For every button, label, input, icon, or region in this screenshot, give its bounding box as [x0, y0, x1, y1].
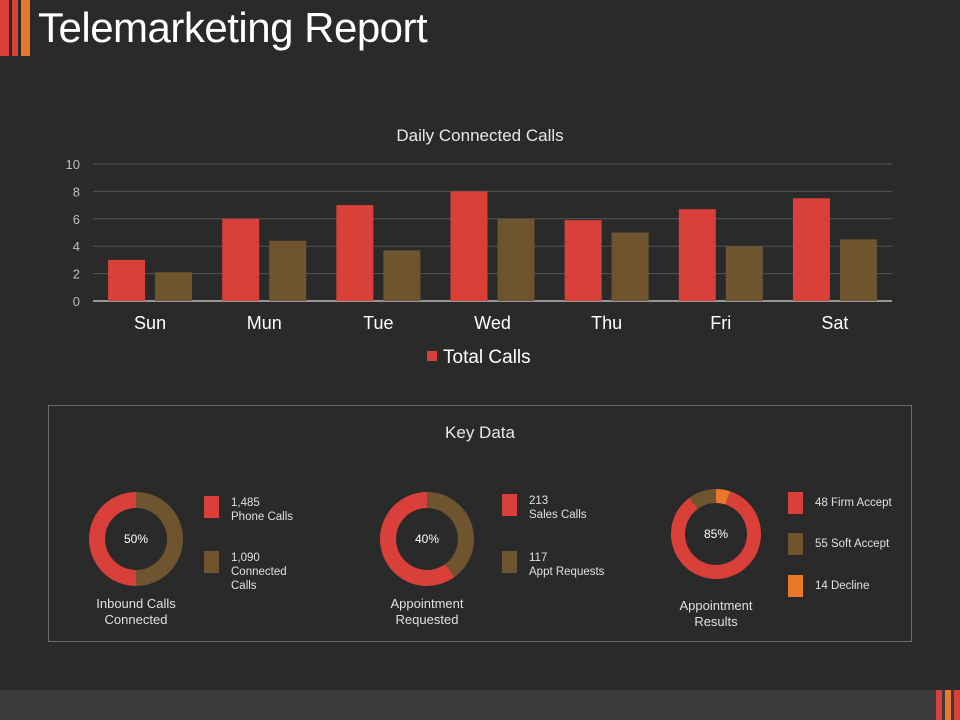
bar-total-calls	[108, 259, 146, 301]
donut-center-label: 40%	[415, 532, 439, 546]
footer-accent-bars	[936, 690, 960, 720]
donut-center-label: 85%	[704, 527, 728, 541]
legend-swatch	[788, 575, 803, 597]
donut-chart: 50%	[88, 492, 184, 586]
chart-title: Daily Connected Calls	[396, 126, 563, 145]
bar-connected-calls	[725, 246, 763, 301]
key-legend-item: 117 Appt Requests	[502, 551, 604, 579]
y-tick-label: 8	[73, 184, 80, 199]
key-legend-item: 1,485 Phone Calls	[204, 496, 293, 524]
accent-bar	[945, 690, 951, 720]
bar-total-calls	[450, 191, 488, 301]
legend-text-line: Connected	[231, 566, 287, 578]
legend-text: 213 Sales Calls	[529, 494, 587, 522]
donut-segment	[380, 492, 455, 586]
bar-connected-calls	[155, 272, 193, 301]
daily-calls-chart: Daily Connected Calls 0 2 4 6 8 10 Sun Mun Tue Wed…	[66, 126, 892, 368]
accent-bar	[12, 0, 18, 56]
accent-bar	[954, 690, 960, 720]
donut-segment	[689, 489, 716, 509]
legend-swatch	[788, 533, 803, 555]
legend-text-line: 1,485	[231, 497, 260, 509]
legend-label: Total Calls	[443, 347, 531, 368]
legend-text-line: 48 Firm Accept	[815, 497, 892, 509]
accent-bar	[21, 0, 30, 56]
accent-bar	[936, 690, 942, 720]
legend-text: 1,485 Phone Calls	[231, 496, 293, 524]
donut-caption-line: Inbound Calls	[96, 596, 176, 611]
key-legend-item: 55 Soft Accept	[788, 533, 889, 555]
header-accent-bars	[0, 0, 32, 56]
y-tick-label: 0	[73, 294, 80, 309]
legend-text-line: Phone Calls	[231, 511, 294, 523]
legend-text: 48 Firm Accept	[815, 496, 892, 510]
donut-segment	[716, 489, 730, 505]
legend-swatch	[204, 551, 219, 573]
y-tick-label: 2	[73, 267, 80, 282]
key-data-title: Key Data	[445, 423, 515, 442]
legend-text-line: Sales Calls	[529, 509, 587, 521]
donut-chart: 40%	[380, 492, 474, 586]
donut-chart: 85%	[671, 489, 761, 579]
key-legend-item: 1,090 Connected Calls	[204, 551, 287, 593]
donut-segment	[427, 492, 474, 578]
donut-caption-line: Requested	[395, 612, 459, 627]
donut-caption: Appointment Requested	[357, 596, 497, 628]
page-title: Telemarketing Report	[38, 4, 428, 51]
x-tick-label: Sun	[134, 313, 166, 333]
legend-text-line: 117	[529, 552, 548, 564]
x-tick-label: Sat	[821, 313, 848, 333]
y-tick-label: 6	[73, 212, 80, 227]
donut-caption-line: Appointment	[390, 596, 464, 611]
bar-total-calls	[222, 218, 260, 301]
accent-bar	[0, 0, 9, 56]
legend-text-line: 55 Soft Accept	[815, 538, 890, 550]
x-tick-label: Fri	[710, 313, 731, 333]
donut-segment	[88, 492, 136, 586]
x-tick-label: Wed	[474, 313, 511, 333]
legend-text-line: Appt Requests	[529, 566, 605, 578]
bar-connected-calls	[383, 250, 421, 301]
x-tick-label: Thu	[591, 313, 622, 333]
legend-text-line: Calls	[231, 580, 257, 592]
legend-swatch	[788, 492, 803, 514]
bar-connected-calls	[269, 240, 307, 301]
y-tick-label: 10	[66, 157, 80, 172]
bar-total-calls	[792, 198, 830, 301]
legend-text: 1,090 Connected Calls	[231, 551, 287, 593]
bar-connected-calls	[497, 218, 535, 301]
y-tick-label: 4	[73, 239, 80, 254]
bar-total-calls	[564, 220, 602, 301]
donut-center-label: 50%	[124, 532, 148, 546]
legend-swatch	[502, 551, 517, 573]
legend-swatch	[204, 496, 219, 518]
donut-caption-line: Appointment	[679, 598, 753, 613]
footer-bar	[0, 690, 960, 720]
bar-connected-calls	[839, 239, 877, 301]
key-legend-item: 48 Firm Accept	[788, 492, 892, 514]
donut-caption: Appointment Results	[646, 598, 786, 630]
key-data-panel: Key Data 50% Inbound Calls Connected 1,485 P…	[48, 405, 912, 642]
donut-caption-line: Results	[694, 614, 738, 629]
key-legend-item: 14 Decline	[788, 575, 869, 597]
legend-text-line: 14 Decline	[815, 580, 870, 592]
donut-segment	[671, 491, 761, 579]
legend-text: 14 Decline	[815, 579, 869, 593]
key-legend-item: 213 Sales Calls	[502, 494, 587, 522]
donut-caption: Inbound Calls Connected	[66, 596, 206, 628]
bar-total-calls	[678, 209, 716, 301]
legend-text-line: 1,090	[231, 552, 260, 564]
legend-text: 55 Soft Accept	[815, 537, 889, 551]
bar-total-calls	[336, 205, 374, 301]
legend-text-line: 213	[529, 495, 549, 507]
donut-segment	[136, 492, 184, 586]
bar-connected-calls	[611, 232, 649, 301]
x-tick-label: Tue	[363, 313, 393, 333]
donut-caption-line: Connected	[104, 612, 168, 627]
legend-text: 117 Appt Requests	[529, 551, 604, 579]
x-tick-label: Mun	[247, 313, 282, 333]
legend-swatch	[502, 494, 517, 516]
legend-swatch	[427, 351, 437, 361]
